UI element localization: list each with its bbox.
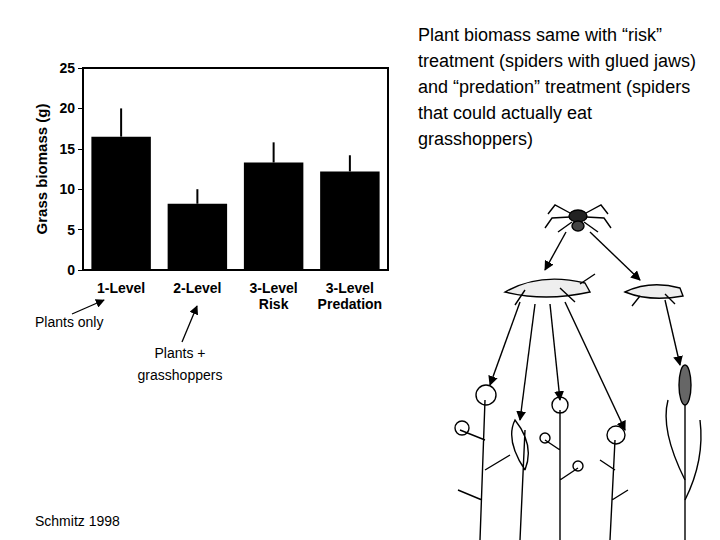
- svg-text:2-Level: 2-Level: [173, 280, 221, 296]
- svg-text:5: 5: [67, 222, 75, 238]
- html-text:Plant biomass same with “risk”: Plant biomass same with “risk” treatment…: [418, 25, 697, 149]
- html-text:Plants + grasshoppers: Plants + grasshoppers: [137, 345, 223, 383]
- svg-text:20: 20: [59, 100, 75, 116]
- svg-text:25: 25: [59, 60, 75, 76]
- svg-text:3-Level: 3-Level: [250, 280, 298, 296]
- html-text:Plants only: Plants only: [35, 314, 104, 330]
- svg-text:Grass biomass (g): Grass biomass (g): [33, 104, 50, 235]
- svg-text:1-Level: 1-Level: [97, 280, 145, 296]
- svg-text:3-Level: 3-Level: [326, 280, 374, 296]
- svg-text:0: 0: [67, 262, 75, 278]
- svg-text:Predation: Predation: [318, 296, 383, 312]
- svg-text:15: 15: [59, 141, 75, 157]
- svg-text:10: 10: [59, 181, 75, 197]
- html-text:Schmitz 1998: Schmitz 1998: [35, 513, 120, 529]
- svg-text:Risk: Risk: [259, 296, 289, 312]
